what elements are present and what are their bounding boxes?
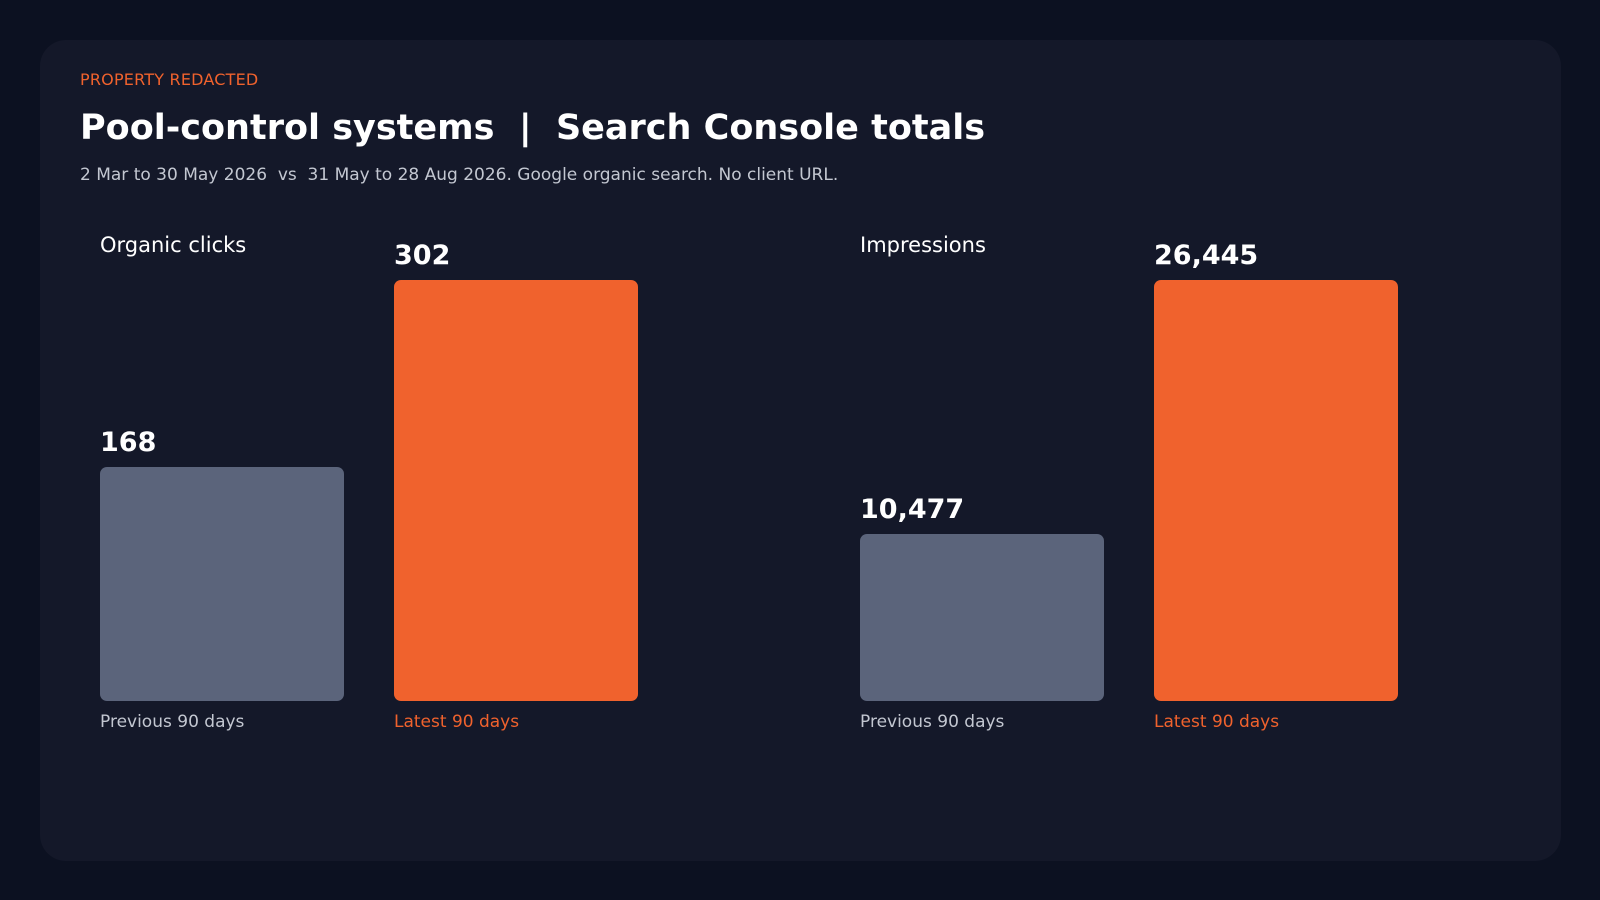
property-eyebrow: PROPERTY REDACTED <box>80 70 259 89</box>
impressions-previous-bar <box>860 534 1104 701</box>
impressions-latest-bar <box>1154 280 1398 701</box>
impressions-previous-value-label: 10,477 <box>860 494 965 525</box>
clicks-latest-bar <box>394 280 638 701</box>
clicks-previous-value-label: 168 <box>100 427 157 458</box>
page-subtitle: 2 Mar to 30 May 2026 vs 31 May to 28 Aug… <box>80 165 839 185</box>
impressions-latest-value-label: 26,445 <box>1154 240 1259 271</box>
clicks-latest-value-label: 302 <box>394 240 451 271</box>
clicks-previous-category-label: Previous 90 days <box>100 712 245 732</box>
clicks-panel-title: Organic clicks <box>100 233 247 257</box>
clicks-latest-category-label: Latest 90 days <box>394 712 520 732</box>
impressions-panel-title: Impressions <box>860 233 986 257</box>
impressions-latest-category-label: Latest 90 days <box>1154 712 1280 732</box>
clicks-previous-bar <box>100 467 344 701</box>
page-title: Pool-control systems | Search Console to… <box>80 108 986 148</box>
impressions-previous-category-label: Previous 90 days <box>860 712 1005 732</box>
